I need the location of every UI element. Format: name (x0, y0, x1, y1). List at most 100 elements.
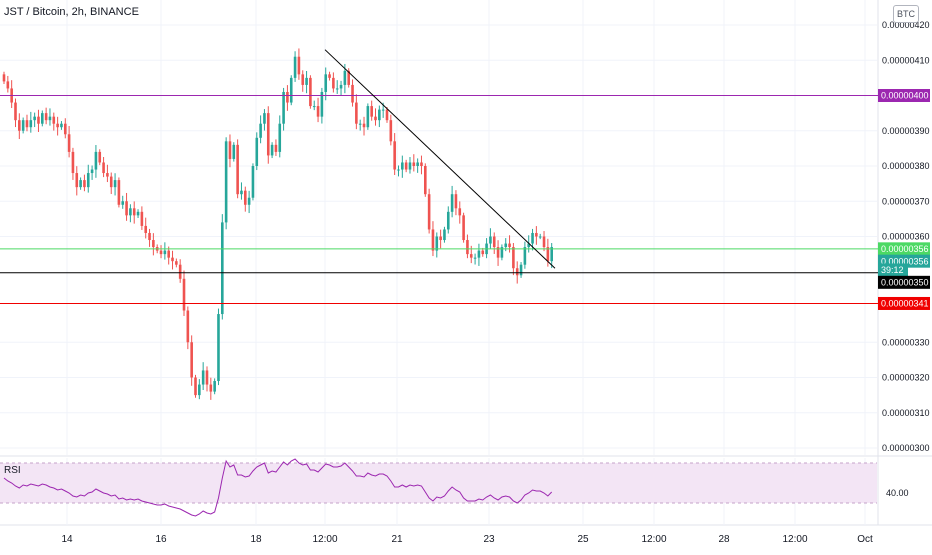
candle-body (140, 211, 144, 226)
candle-body (385, 109, 389, 121)
candle-body (496, 247, 500, 258)
candle-body (332, 77, 335, 89)
candle-body (132, 208, 136, 216)
currency-button[interactable]: BTC (893, 5, 919, 23)
candle-body (190, 342, 193, 378)
candle-body (106, 173, 109, 177)
candle-body (339, 84, 343, 89)
candle-body (152, 240, 155, 248)
y-tick-label: 0.00000320 (882, 373, 930, 383)
candle-body (374, 116, 377, 121)
candle-body (312, 106, 316, 108)
candle-body (320, 91, 324, 117)
candle-body (366, 106, 370, 128)
y-tick-label: 0.00000330 (882, 337, 930, 347)
candle-body (550, 247, 553, 262)
candle-body (75, 173, 79, 188)
candle-body (542, 236, 546, 248)
candle-body (198, 384, 201, 396)
price-label: 39:12 (881, 265, 904, 275)
candle-body (56, 123, 59, 128)
candle-body (527, 243, 531, 248)
candle-body (224, 141, 228, 223)
candle-body (309, 77, 312, 107)
candle-body (25, 120, 29, 128)
candle-body (144, 225, 148, 233)
rsi-series-line (3, 458, 553, 517)
candle-body (305, 77, 308, 85)
x-tick-label: 14 (61, 534, 73, 545)
candle-body (477, 250, 481, 258)
candle-body (401, 162, 404, 170)
y-tick-label: 0.00000370 (882, 196, 930, 206)
y-tick-label: 0.00000310 (882, 408, 930, 418)
candle-body (83, 180, 86, 188)
y-tick-label: 0.00000410 (882, 55, 930, 65)
candle-body (86, 173, 90, 188)
candle-body (439, 236, 442, 241)
candle-body (14, 102, 17, 121)
candle-body (538, 236, 542, 238)
candle-body (37, 116, 40, 124)
candle-body (52, 116, 56, 124)
candle-body (412, 162, 416, 166)
candle-body (443, 229, 446, 241)
candle-body (41, 113, 44, 124)
candle-body (370, 106, 373, 117)
candle-body (293, 56, 297, 78)
candle-body (393, 141, 396, 170)
y-tick-label: 0.00000390 (882, 126, 930, 136)
price-label: 0.00000356 (881, 244, 929, 254)
candle-body (316, 106, 320, 117)
candle-body (270, 144, 274, 156)
rsi-tick-label: 40.00 (886, 488, 909, 498)
candle-body (274, 144, 278, 152)
candle-body (60, 123, 63, 128)
x-tick-label: 12:00 (782, 534, 807, 545)
candle-body (381, 109, 385, 111)
candle-body (297, 56, 301, 75)
chart-title: JST / Bitcoin, 2h, BINANCE (4, 6, 139, 18)
candle-body (424, 166, 427, 195)
candle-body (512, 247, 515, 269)
candle-body (255, 137, 259, 166)
candle-body (362, 123, 366, 128)
trendline[interactable] (324, 49, 556, 269)
candle-body (263, 113, 266, 124)
candle-body (454, 194, 458, 209)
candle-body (473, 257, 477, 259)
x-tick-label: Oct (857, 534, 873, 545)
candle-body (6, 81, 10, 89)
candle-body (355, 102, 358, 124)
candle-body (450, 194, 454, 212)
x-tick-label: 21 (391, 534, 403, 545)
y-tick-label: 0.00000380 (882, 161, 930, 171)
candle-body (358, 123, 362, 125)
candle-body (236, 144, 239, 195)
price-label: 0.00000400 (881, 91, 929, 101)
rsi-band (0, 463, 877, 503)
candle-body (221, 222, 224, 315)
x-tick-label: 28 (718, 534, 730, 545)
candle-body (427, 194, 431, 230)
price-label-box (878, 296, 930, 310)
candle-body (247, 197, 251, 205)
candle-body (243, 190, 247, 205)
price-label-box (878, 263, 908, 277)
candle-body (102, 162, 105, 174)
candle-body (535, 232, 538, 237)
candle-body (90, 169, 94, 174)
candle-body (286, 91, 289, 103)
candle-body (408, 162, 412, 170)
price-label-box (878, 242, 930, 256)
candle-body (209, 384, 213, 392)
candle-body (416, 162, 419, 166)
candle-body (446, 211, 450, 230)
candle-body (397, 169, 400, 171)
candle-body (21, 120, 25, 131)
candle-body (259, 123, 262, 138)
candle-body (79, 180, 82, 188)
